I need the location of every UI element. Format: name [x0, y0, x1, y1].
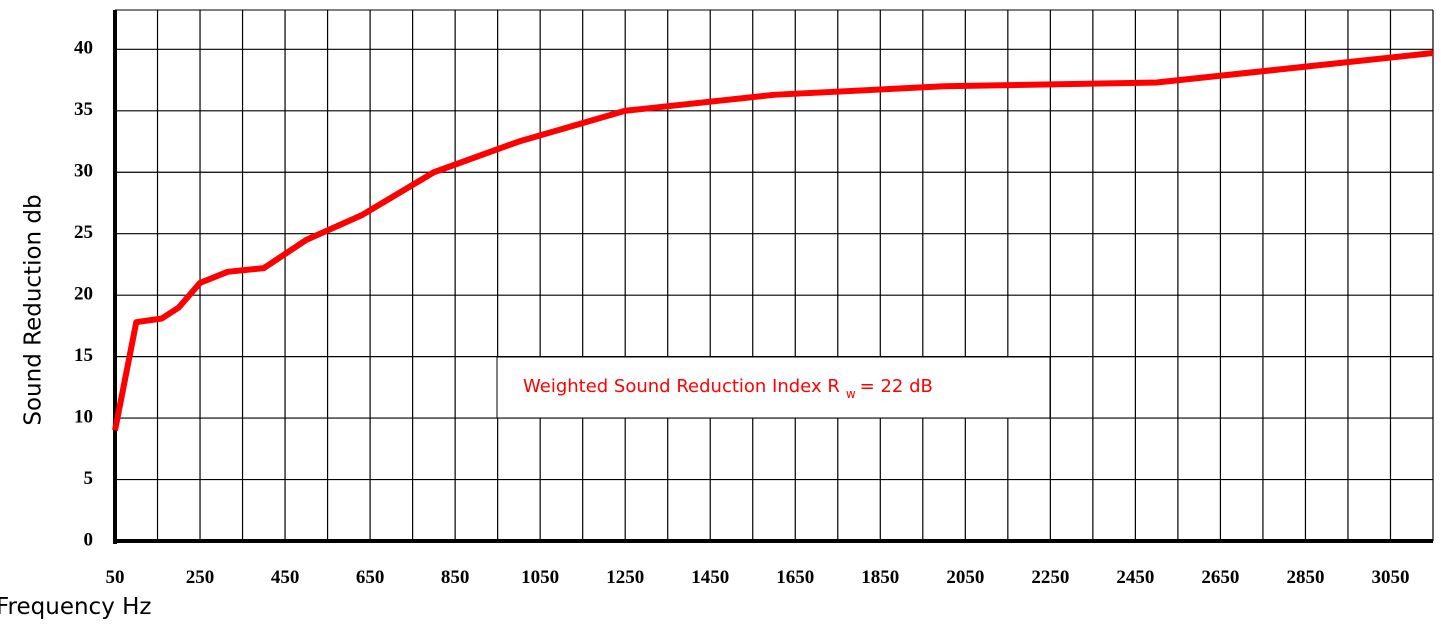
x-tick-label: 1250: [606, 567, 644, 588]
y-tick-label: 25: [74, 222, 93, 243]
x-tick-label: 1050: [521, 567, 559, 588]
x-tick-label: 1850: [861, 567, 899, 588]
x-tick-label: 2250: [1031, 567, 1069, 588]
labels: 0 5 10 15 20 25 30 35 40 50 250 450 650 850 1050 1250 14…: [74, 38, 1409, 588]
x-tick-label: 650: [356, 567, 385, 588]
y-tick-label: 20: [74, 284, 93, 305]
x-tick-label: 450: [271, 567, 300, 588]
x-tick-label: 2450: [1116, 567, 1154, 588]
y-tick-label: 15: [74, 345, 93, 366]
annotation-subscript: w: [846, 387, 856, 401]
annotation-text: Weighted Sound Reduction Index R: [523, 376, 840, 397]
y-tick-label: 5: [84, 468, 94, 489]
x-tick-label: 1650: [776, 567, 814, 588]
x-tick-label: 2650: [1201, 567, 1239, 588]
annotation-box: [496, 356, 1051, 419]
data-line: [112, 50, 1434, 431]
x-axis-title: Frequency Hz: [0, 594, 152, 620]
y-tick-label: 10: [74, 406, 93, 427]
x-tick-label: 50: [106, 567, 125, 588]
x-tick-label: 2850: [1286, 567, 1324, 588]
marks: [112, 50, 1434, 431]
x-tick-label: 250: [186, 567, 215, 588]
y-tick-label: 30: [74, 161, 93, 182]
y-tick-label: 35: [74, 99, 93, 120]
grid: [113, 9, 1434, 544]
x-tick-label: 3050: [1371, 567, 1409, 588]
x-tick-label: 1450: [691, 567, 729, 588]
x-tick-label: 850: [441, 567, 470, 588]
y-axis-title: Sound Reduction db: [21, 194, 47, 425]
annotation: Weighted Sound Reduction Index R w = 22 dB: [523, 376, 933, 401]
x-tick-label: 2050: [946, 567, 984, 588]
y-tick-label: 40: [74, 38, 93, 59]
annotation-suffix: = 22 dB: [860, 376, 933, 397]
y-tick-label: 0: [84, 529, 94, 550]
